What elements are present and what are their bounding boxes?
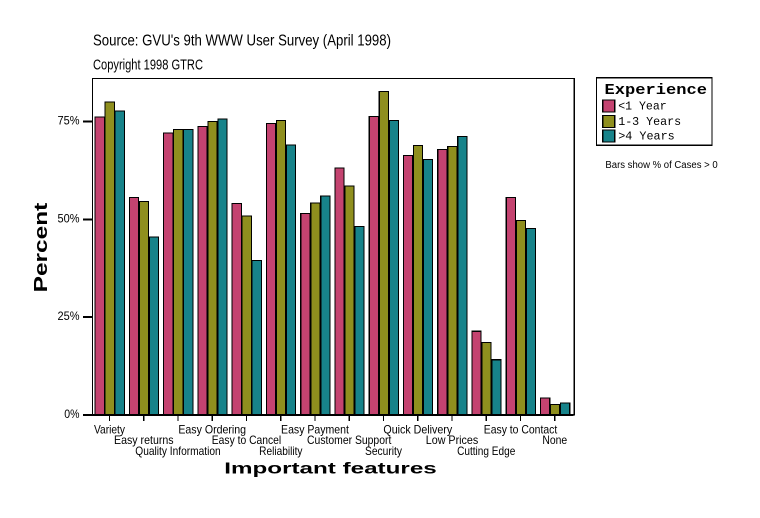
svg-text:Copyright 1998 GTRC: Copyright 1998 GTRC	[93, 56, 203, 73]
svg-text:Easy Payment: Easy Payment	[281, 423, 349, 437]
svg-text:Security: Security	[365, 444, 402, 458]
svg-text:25%: 25%	[58, 309, 80, 323]
svg-text:75%: 75%	[58, 114, 80, 128]
svg-text:0%: 0%	[64, 407, 79, 421]
svg-text:Cutting Edge: Cutting Edge	[457, 444, 515, 458]
svg-text:<1 Year: <1 Year	[618, 100, 667, 114]
svg-text:>4 Years: >4 Years	[618, 130, 675, 144]
svg-text:50%: 50%	[58, 211, 80, 225]
svg-text:Easy Ordering: Easy Ordering	[178, 423, 246, 437]
svg-text:Percent: Percent	[31, 203, 51, 293]
svg-text:Easy to Cancel: Easy to Cancel	[212, 433, 281, 447]
svg-text:Variety: Variety	[94, 423, 125, 437]
svg-text:Important features: Important features	[224, 461, 437, 478]
svg-text:Reliability: Reliability	[259, 444, 302, 458]
svg-text:Low Prices: Low Prices	[426, 433, 479, 447]
svg-text:1-3 Years: 1-3 Years	[618, 115, 681, 129]
svg-text:None: None	[542, 433, 567, 447]
svg-text:Quick Delivery: Quick Delivery	[383, 423, 452, 437]
svg-text:Bars show % of Cases > 0: Bars show % of Cases > 0	[605, 160, 718, 171]
svg-text:Source: GVU's 9th WWW User Sur: Source: GVU's 9th WWW User Survey (April…	[93, 32, 391, 49]
svg-text:Customer Support: Customer Support	[307, 433, 392, 447]
svg-text:Quality Information: Quality Information	[135, 444, 220, 458]
svg-text:Easy to Contact: Easy to Contact	[484, 423, 558, 437]
svg-text:Easy returns: Easy returns	[114, 433, 174, 447]
svg-text:Experience: Experience	[605, 82, 708, 99]
